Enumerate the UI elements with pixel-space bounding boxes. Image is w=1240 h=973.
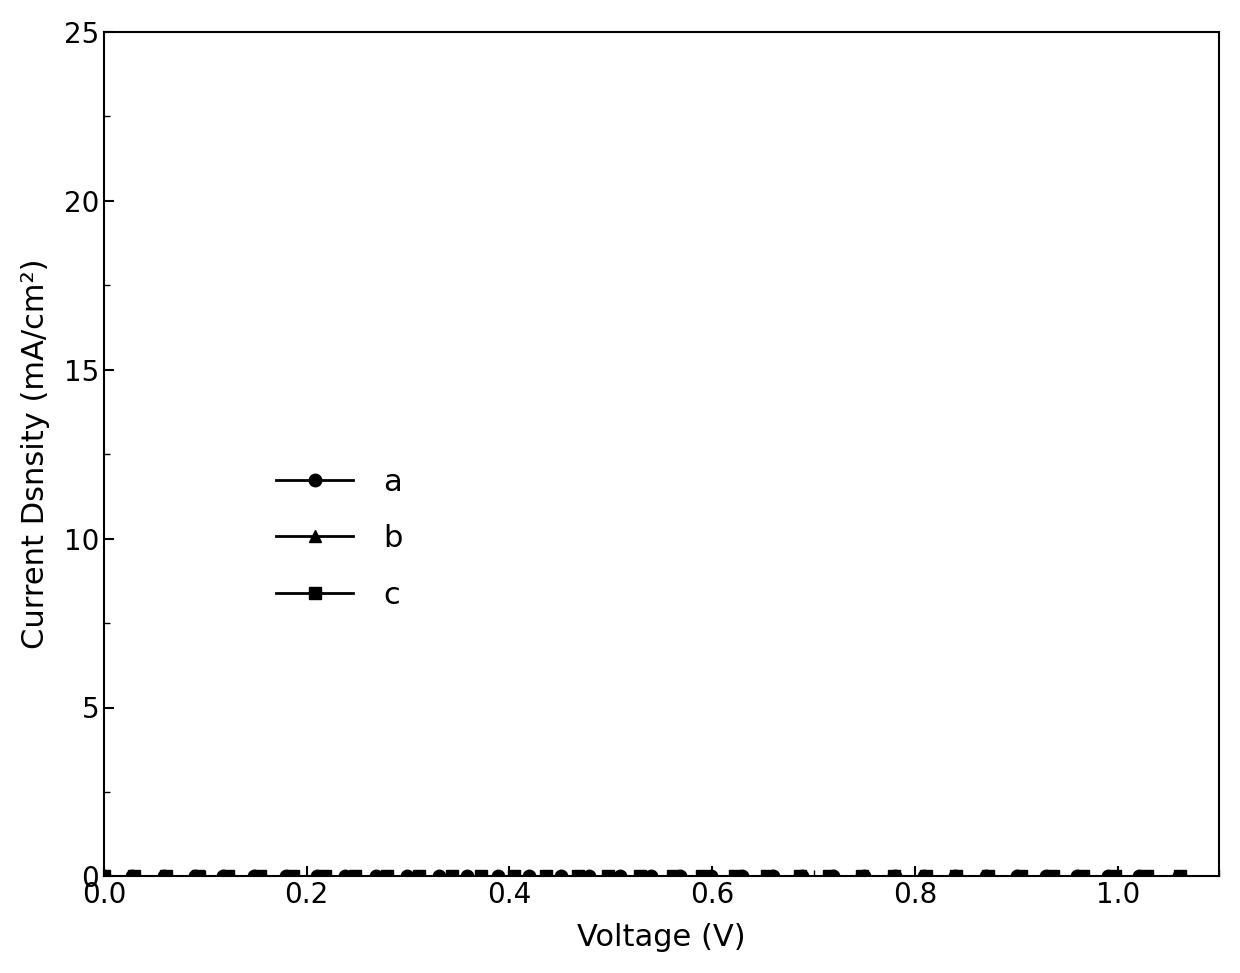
- Legend: a, b, c: a, b, c: [264, 455, 415, 622]
- X-axis label: Voltage (V): Voltage (V): [578, 923, 746, 953]
- Y-axis label: Current Dsnsity (mA/cm²): Current Dsnsity (mA/cm²): [21, 259, 50, 649]
